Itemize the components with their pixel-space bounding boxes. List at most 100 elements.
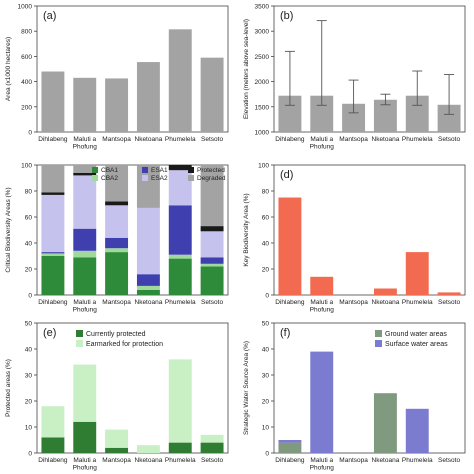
panel-label: (b)	[280, 10, 293, 22]
y-tick-label: 30	[262, 373, 270, 380]
y-tick-label: 10	[25, 425, 33, 432]
x-tick-label-phumelela: Phumelela	[402, 299, 433, 306]
x-tick-label-nketoana: Nketoana	[372, 136, 400, 143]
y-tick-label: 100	[258, 163, 269, 170]
x-tick-label-line: Mantsopa	[102, 136, 131, 143]
y-tick-label: 80	[262, 189, 270, 196]
panel-f: 0 10 20 30 40 50 Strategic Water Source Area (…	[243, 321, 466, 472]
bar-ground-water-areas-dihlabeng	[278, 442, 302, 453]
panel-d: 0 20 40 60 80 100 Key Biodiversity Area (%) (d)…	[243, 163, 466, 314]
y-tick-label: 400	[21, 79, 32, 86]
y-tick-label: 100	[21, 163, 32, 170]
y-tick-label: 2500	[255, 54, 270, 61]
bar-cba1-setsoto	[200, 266, 224, 295]
x-tick-label-line: Phofung	[73, 144, 98, 151]
x-tick-label-line: Dihlabeng	[38, 299, 68, 306]
x-tick-label-line: Nketoana	[135, 136, 163, 143]
legend-label-earmarked-for-protection: Earmarked for protection	[86, 341, 163, 348]
x-tick-label-setsoto: Setsoto	[438, 299, 460, 306]
panel-c: 0 20 40 60 80 100 Critical Biodiversity Areas …	[5, 163, 229, 314]
bar-degraded-setsoto	[200, 165, 224, 227]
plot-frame	[36, 322, 229, 454]
panel-b: 1000 1500 2000 2500 3000 3500 Elevation (meter…	[243, 4, 466, 151]
legend-swatch-degraded	[188, 175, 194, 181]
x-tick-label-line: Setsoto	[201, 136, 223, 143]
legend-swatch-ground-water-areas	[375, 330, 382, 337]
x-tick-label-maluti-a-phofung: Maluti a Phofung	[73, 136, 98, 151]
x-tick-label-mantsopa: Mantsopa	[339, 457, 368, 464]
y-tick-label: 0	[28, 293, 32, 300]
bar-esa1-dihlabeng	[41, 252, 65, 254]
bar-maluti-a-phofung	[310, 276, 334, 295]
x-tick-label-line: Mantsopa	[339, 457, 368, 464]
bar-degraded-maluti-a-phofung	[73, 165, 97, 173]
x-tick-label-line: Phumelela	[165, 299, 196, 306]
x-tick-label-line: Setsoto	[201, 457, 223, 464]
y-tick-label: 600	[21, 54, 32, 61]
plot-frame	[273, 5, 466, 133]
y-tick-label: 2000	[255, 79, 270, 86]
x-tick-label-nketoana: Nketoana	[135, 457, 163, 464]
x-tick-label-line: Maluti a	[310, 457, 333, 464]
bar-cba2-dihlabeng	[41, 253, 65, 256]
x-tick-label-line: Phofung	[310, 144, 335, 151]
x-tick-label-nketoana: Nketoana	[372, 457, 400, 464]
x-tick-label-dihlabeng: Dihlabeng	[38, 136, 68, 143]
y-axis-label: Strategic Water Source Area (%)	[243, 341, 250, 435]
x-tick-label-setsoto: Setsoto	[201, 299, 223, 306]
bar-esa1-maluti-a-phofung	[73, 228, 97, 251]
x-tick-label-line: Setsoto	[438, 299, 460, 306]
bar-earmarked-for-protection-maluti-a-phofung	[73, 364, 97, 422]
x-tick-label-line: Maluti a	[73, 136, 96, 143]
legend-label-esa2: ESA2	[151, 175, 168, 182]
x-tick-label-line: Mantsopa	[339, 136, 368, 143]
y-tick-label: 80	[25, 189, 33, 196]
x-tick-label-line: Dihlabeng	[275, 299, 305, 306]
bar-cba2-mantsopa	[105, 248, 129, 253]
bar-esa2-nketoana	[136, 207, 160, 275]
x-tick-label-line: Maluti a	[73, 299, 96, 306]
x-tick-label-line: Phofung	[73, 307, 98, 314]
bar-phumelela	[168, 29, 192, 133]
bar-cba1-nketoana	[136, 289, 160, 295]
bar-cba1-mantsopa	[105, 252, 129, 295]
y-tick-label: 800	[21, 29, 32, 36]
y-tick-label: 10	[262, 425, 270, 432]
x-tick-label-maluti-a-phofung: Maluti a Phofung	[73, 299, 98, 314]
x-tick-label-mantsopa: Mantsopa	[339, 136, 368, 143]
y-tick-label: 0	[28, 130, 32, 137]
legend-label-degraded: Degraded	[197, 175, 226, 182]
y-tick-label: 3000	[255, 29, 270, 36]
x-tick-label-phumelela: Phumelela	[165, 136, 196, 143]
y-tick-label: 1000	[255, 130, 270, 137]
x-tick-label-line: Nketoana	[372, 457, 400, 464]
x-tick-label-line: Phofung	[73, 465, 98, 472]
bar-earmarked-for-protection-nketoana	[136, 445, 160, 453]
bar-esa1-phumelela	[168, 205, 192, 255]
bar-cba2-nketoana	[136, 285, 160, 290]
y-tick-label: 30	[25, 373, 33, 380]
bar-esa2-maluti-a-phofung	[73, 175, 97, 229]
x-tick-label-line: Nketoana	[372, 299, 400, 306]
y-axis-label: Area (x1000 hectares)	[5, 37, 12, 101]
x-tick-label-line: Phumelela	[165, 457, 196, 464]
plot-frame	[273, 322, 466, 454]
y-axis-label: Protected areas (%)	[5, 359, 12, 417]
legend-label-cba2: CBA2	[101, 175, 118, 182]
legend-swatch-protected	[188, 167, 194, 173]
bar-phumelela	[405, 95, 429, 132]
bar-protected-dihlabeng	[41, 192, 65, 195]
legend-swatch-esa2	[142, 175, 148, 181]
x-tick-label-dihlabeng: Dihlabeng	[38, 457, 68, 464]
x-tick-label-line: Mantsopa	[102, 299, 131, 306]
bar-esa1-nketoana	[136, 274, 160, 286]
bar-currently-protected-setsoto	[200, 442, 224, 453]
x-tick-label-line: Phofung	[310, 307, 335, 314]
x-tick-label-maluti-a-phofung: Maluti a Phofung	[310, 457, 335, 472]
x-tick-label-line: Setsoto	[201, 299, 223, 306]
x-tick-label-line: Dihlabeng	[38, 136, 68, 143]
x-tick-label-line: Maluti a	[73, 457, 96, 464]
bar-earmarked-for-protection-setsoto	[200, 434, 224, 443]
x-tick-label-phumelela: Phumelela	[165, 299, 196, 306]
